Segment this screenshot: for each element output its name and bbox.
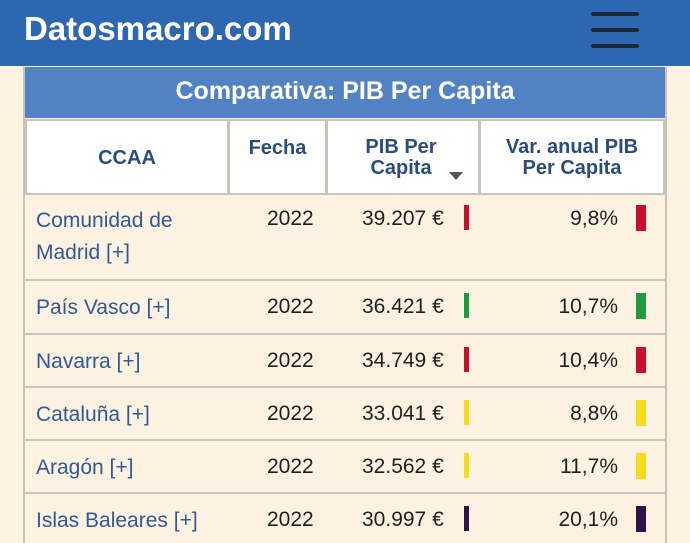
region-link[interactable]: Aragón [+]: [36, 456, 134, 479]
pib-color-indicator: [464, 347, 469, 372]
column-header-ccaa-label: CCAA: [98, 147, 156, 169]
table-row: Islas Baleares [+] 2022 30.997 € 20,1%: [25, 494, 665, 543]
var-color-indicator: [636, 205, 646, 231]
table-row: País Vasco [+] 2022 36.421 € 10,7%: [25, 281, 665, 335]
pib-color-indicator: [464, 453, 469, 478]
var-value: 10,4%: [558, 349, 618, 372]
region-link[interactable]: País Vasco [+]: [36, 296, 171, 319]
column-header-var[interactable]: Var. anual PIB Per Capita: [479, 119, 665, 195]
table-row: Aragón [+] 2022 32.562 € 11,7%: [25, 441, 665, 494]
pib-value: 33.041 €: [362, 402, 444, 425]
var-color-indicator: [636, 506, 646, 532]
table-row: Comunidad de Madrid [+] 2022 39.207 € 9,8%: [25, 195, 665, 281]
comparison-table: Comparativa: PIB Per Capita CCAA Fecha P…: [23, 67, 667, 543]
menu-line: [591, 12, 639, 16]
menu-line: [591, 28, 639, 32]
table-header: CCAA Fecha PIB Per Capita Var. anual PIB…: [25, 118, 665, 263]
year-value: 2022: [267, 402, 314, 425]
year-value: 2022: [267, 295, 314, 318]
pib-color-indicator: [464, 400, 469, 425]
var-color-indicator: [636, 400, 646, 426]
pib-value: 30.997 €: [362, 508, 444, 531]
year-value: 2022: [267, 349, 314, 372]
pib-value: 39.207 €: [362, 207, 444, 230]
year-value: 2022: [267, 508, 314, 531]
column-header-fecha[interactable]: Fecha: [228, 119, 327, 195]
region-link[interactable]: Islas Baleares [+]: [36, 509, 198, 532]
site-logo[interactable]: Datosmacro.com: [24, 10, 292, 47]
table-row: Navarra [+] 2022 34.749 € 10,4%: [25, 335, 665, 388]
column-header-fecha-label: Fecha: [248, 137, 307, 159]
table-row: Cataluña [+] 2022 33.041 € 8,8%: [25, 388, 665, 441]
pib-value: 32.562 €: [362, 455, 444, 478]
var-color-indicator: [636, 347, 646, 373]
column-header-var-label: Var. anual PIB Per Capita: [505, 136, 639, 179]
pib-color-indicator: [464, 293, 469, 318]
var-value: 8,8%: [570, 402, 618, 425]
hamburger-menu-icon[interactable]: [591, 12, 639, 48]
region-link[interactable]: Comunidad de Madrid [+]: [36, 209, 173, 264]
column-header-pib-label: PIB Per Capita: [365, 136, 437, 179]
region-link[interactable]: Cataluña [+]: [36, 403, 150, 426]
sort-descending-icon[interactable]: [449, 172, 463, 180]
var-color-indicator: [636, 293, 646, 319]
pib-color-indicator: [464, 506, 469, 531]
column-header-pib[interactable]: PIB Per Capita: [326, 119, 480, 195]
table-caption: Comparativa: PIB Per Capita: [25, 67, 665, 118]
region-link[interactable]: Navarra [+]: [36, 350, 141, 373]
var-value: 11,7%: [560, 455, 618, 478]
top-bar: Datosmacro.com: [0, 0, 690, 66]
var-value: 20,1%: [558, 508, 618, 531]
pib-value: 36.421 €: [362, 295, 444, 318]
pib-value: 34.749 €: [362, 349, 444, 372]
pib-color-indicator: [464, 205, 469, 230]
var-value: 9,8%: [570, 207, 618, 230]
year-value: 2022: [267, 207, 314, 230]
year-value: 2022: [267, 455, 314, 478]
menu-line: [591, 44, 639, 48]
var-value: 10,7%: [558, 295, 618, 318]
column-header-ccaa[interactable]: CCAA: [25, 119, 229, 195]
var-color-indicator: [636, 453, 646, 479]
